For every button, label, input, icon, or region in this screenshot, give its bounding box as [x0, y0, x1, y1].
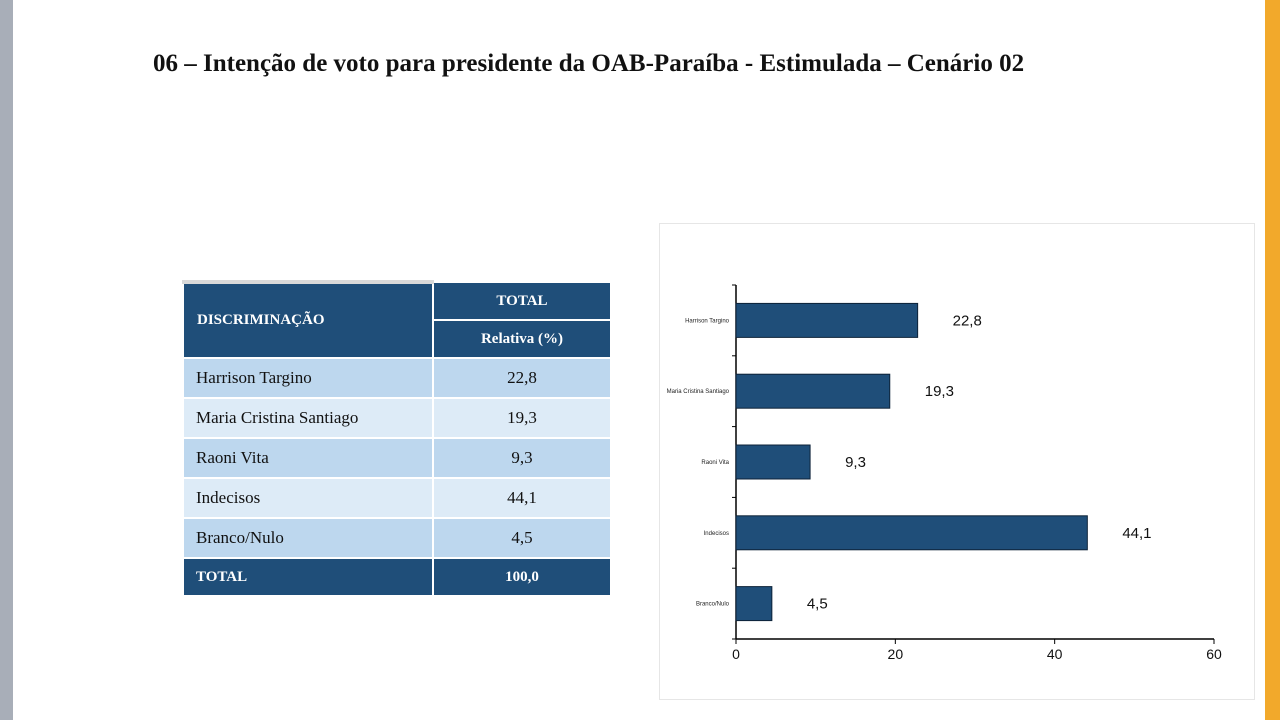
table-header-total: TOTAL [432, 281, 612, 321]
row-label: Maria Cristina Santiago [182, 397, 434, 439]
table-row: Branco/Nulo 4,5 [182, 517, 612, 559]
bar-chart-svg: 0 20 40 60 Harrison Targino 22,8 Maria Cristin… [667, 284, 1222, 662]
table-total-row: TOTAL 100,0 [182, 557, 612, 597]
right-accent-bar [1265, 0, 1280, 720]
row-label: Harrison Targino [182, 357, 434, 399]
x-tick-label: 60 [1206, 646, 1222, 662]
row-value: 19,3 [432, 397, 612, 439]
table-row: Maria Cristina Santiago 19,3 [182, 397, 612, 439]
category-label: Raoni Vita [701, 460, 729, 466]
bar-chart: 0 20 40 60 Harrison Targino 22,8 Maria Cristin… [659, 223, 1255, 700]
category-label: Maria Cristina Santiago [667, 389, 730, 395]
row-label: Branco/Nulo [182, 517, 434, 559]
row-value: 44,1 [432, 477, 612, 519]
row-label: Indecisos [182, 477, 434, 519]
row-value: 4,5 [432, 517, 612, 559]
left-accent-bar [0, 0, 13, 720]
slide-title: 06 – Intenção de voto para presidente da… [153, 50, 1025, 77]
table-header-relativa: Relativa (%) [432, 319, 612, 359]
row-value: 22,8 [432, 357, 612, 399]
table-row: Indecisos 44,1 [182, 477, 612, 519]
total-value: 100,0 [432, 557, 612, 597]
table-row: Raoni Vita 9,3 [182, 437, 612, 479]
value-label: 22,8 [953, 312, 982, 329]
value-label: 9,3 [845, 454, 866, 471]
total-label: TOTAL [182, 557, 434, 597]
results-table: DISCRIMINAÇÃO TOTAL Relativa (%) Harriso… [182, 280, 612, 597]
value-label: 44,1 [1122, 525, 1151, 542]
x-tick-label: 20 [888, 646, 904, 662]
table-header-discriminacao: DISCRIMINAÇÃO [182, 280, 434, 359]
table-row: Harrison Targino 22,8 [182, 357, 612, 399]
category-label: Indecisos [704, 531, 729, 537]
value-label: 4,5 [807, 596, 828, 613]
bar [735, 515, 1088, 551]
bar [735, 444, 811, 480]
x-tick-label: 40 [1047, 646, 1063, 662]
row-value: 9,3 [432, 437, 612, 479]
category-label: Harrison Targino [685, 318, 730, 324]
value-label: 19,3 [925, 383, 954, 400]
category-label: Branco/Nulo [696, 602, 730, 608]
x-tick-label: 0 [732, 646, 740, 662]
row-label: Raoni Vita [182, 437, 434, 479]
bar [735, 302, 919, 338]
bar [735, 586, 773, 622]
bar [735, 373, 891, 409]
